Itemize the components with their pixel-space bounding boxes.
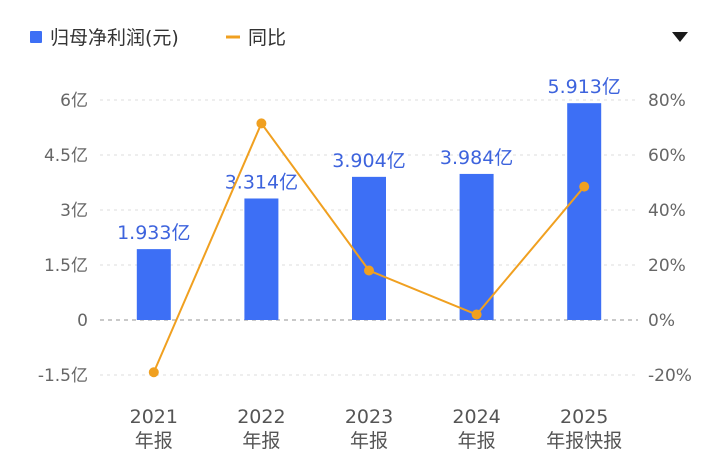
- legend-bar-swatch: [30, 31, 42, 43]
- category-label: 年报: [135, 430, 173, 452]
- category-label: 年报: [242, 430, 280, 452]
- yoy-point[interactable]: [579, 181, 590, 192]
- category-label: 年报: [458, 430, 496, 452]
- bar[interactable]: [244, 198, 279, 320]
- category-year: 2021: [130, 406, 178, 428]
- right-axis: -20% 0% 20% 40% 60% 80%: [648, 91, 692, 386]
- bar-value-label: 5.913亿: [547, 76, 620, 98]
- yoy-point[interactable]: [471, 309, 482, 320]
- category-year: 2023: [345, 406, 393, 428]
- left-tick-label: 1.5亿: [44, 256, 88, 276]
- left-tick-label: 4.5亿: [44, 146, 88, 166]
- left-tick-label: -1.5亿: [38, 366, 88, 386]
- right-tick-label: 0%: [648, 311, 675, 331]
- right-tick-label: 60%: [648, 146, 686, 166]
- right-tick-label: 40%: [648, 201, 686, 221]
- category-year: 2024: [452, 406, 500, 428]
- caret-down-icon[interactable]: [672, 32, 688, 42]
- bar[interactable]: [352, 176, 386, 320]
- left-axis: -1.5亿 0 1.5亿 3亿 4.5亿 6亿: [38, 91, 88, 386]
- left-tick-label: 0: [77, 311, 88, 331]
- legend[interactable]: 归母净利润(元) 同比: [30, 27, 286, 49]
- category-year: 2025: [560, 406, 608, 428]
- left-tick-label: 3亿: [60, 201, 88, 221]
- bar-series: [136, 103, 602, 320]
- yoy-point[interactable]: [256, 118, 267, 129]
- bar-value-label: 1.933亿: [117, 222, 190, 244]
- bar-value-label: 3.984亿: [440, 147, 513, 169]
- legend-line-label: 同比: [248, 27, 286, 49]
- category-year: 2022: [237, 406, 285, 428]
- yoy-point[interactable]: [148, 367, 159, 378]
- left-tick-label: 6亿: [60, 91, 88, 111]
- yoy-point[interactable]: [364, 265, 374, 276]
- right-tick-label: -20%: [648, 366, 692, 386]
- bar-value-label: 3.904亿: [332, 150, 405, 172]
- bar-value-label: 3.314亿: [225, 171, 298, 193]
- bar[interactable]: [567, 103, 602, 320]
- bar[interactable]: [459, 173, 494, 320]
- category-label: 年报快报: [546, 430, 622, 452]
- line-series: [148, 118, 590, 378]
- right-tick-label: 80%: [648, 91, 686, 111]
- bar[interactable]: [136, 249, 171, 320]
- legend-bar-label: 归母净利润(元): [50, 27, 179, 49]
- category-label: 年报: [350, 430, 388, 452]
- bar-labels: 1.933亿 3.314亿 3.904亿 3.984亿 5.913亿: [117, 76, 621, 244]
- right-tick-label: 20%: [648, 256, 686, 276]
